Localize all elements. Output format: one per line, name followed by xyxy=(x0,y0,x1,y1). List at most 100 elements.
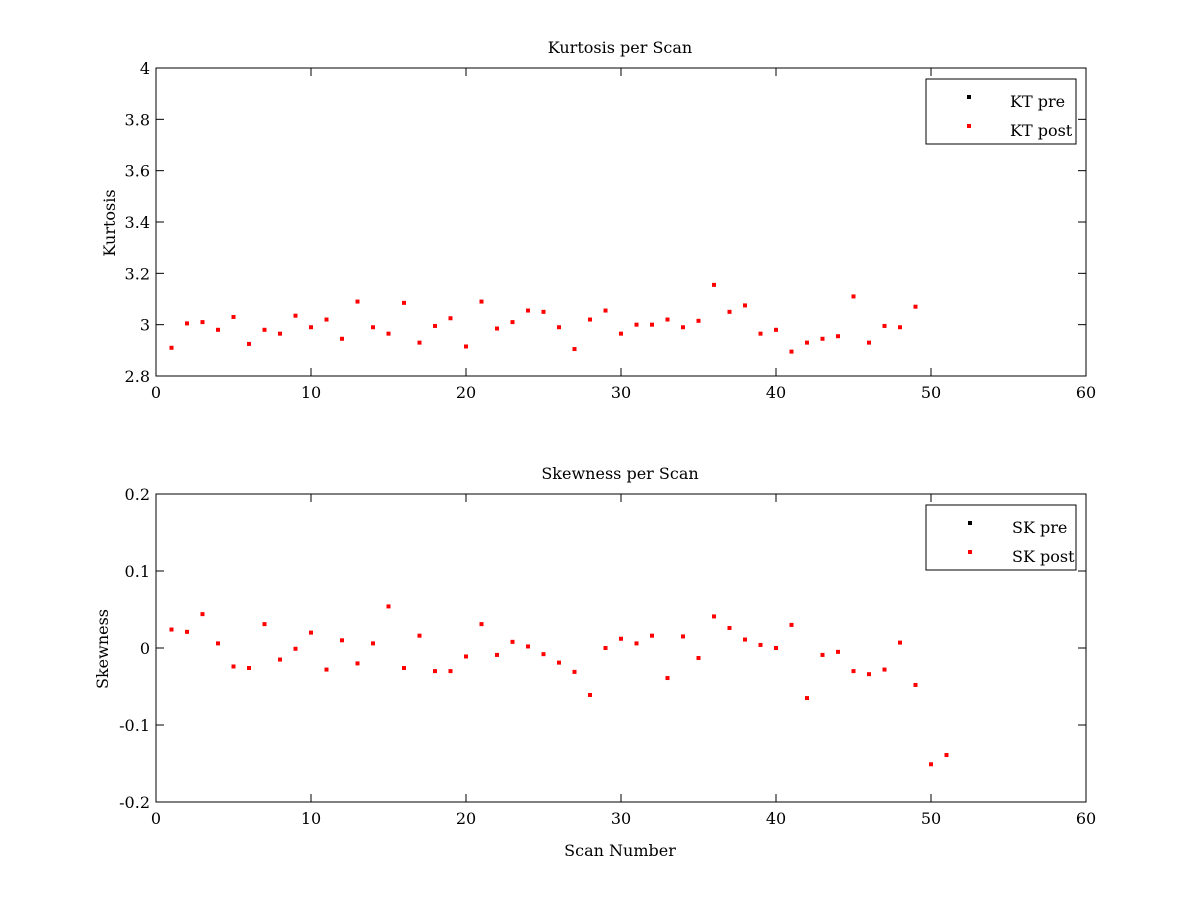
data-point xyxy=(774,646,778,650)
data-point xyxy=(510,320,515,325)
skewness-legend-box xyxy=(925,504,1077,571)
data-point xyxy=(355,661,360,666)
data-point xyxy=(526,644,530,649)
y-tick-label: -0.1 xyxy=(119,716,150,735)
x-tick-label: 20 xyxy=(456,383,476,402)
y-tick-label: 0.2 xyxy=(125,485,150,504)
data-point xyxy=(882,323,887,328)
x-tick-label: 30 xyxy=(611,809,631,828)
data-point xyxy=(293,313,298,318)
data-point xyxy=(479,622,484,627)
data-point xyxy=(557,325,561,330)
data-point xyxy=(727,625,732,630)
data-point xyxy=(371,325,375,330)
data-point xyxy=(820,652,825,657)
x-tick-label: 60 xyxy=(1076,809,1096,828)
data-point xyxy=(712,282,716,287)
skewness-axes-box xyxy=(155,493,1087,803)
kurtosis-legend-box xyxy=(925,78,1077,145)
y-tick-label: 3 xyxy=(140,316,150,335)
kurtosis-axes-box xyxy=(155,67,1087,377)
data-point xyxy=(681,325,685,330)
x-tick-label: 40 xyxy=(766,383,786,402)
data-point xyxy=(262,327,267,332)
data-point xyxy=(712,614,716,619)
data-point xyxy=(433,323,437,328)
x-tick-label: 50 xyxy=(921,809,941,828)
legend-marker-sk-pre xyxy=(968,521,972,525)
data-point xyxy=(231,314,236,319)
data-point xyxy=(851,294,856,299)
data-point xyxy=(247,341,251,346)
x-tick-label: 30 xyxy=(611,383,631,402)
data-point xyxy=(805,696,809,701)
y-tick-label: 2.8 xyxy=(125,367,150,386)
kurtosis-marks xyxy=(169,282,918,354)
data-point xyxy=(185,321,189,326)
legend-marker-kt-post xyxy=(967,124,971,128)
y-tick-label: 3.6 xyxy=(125,162,150,181)
data-point xyxy=(743,637,747,642)
x-tick-label: 10 xyxy=(301,809,321,828)
kurtosis-ticks: 0 10 20 30 40 50 60 2.8 3 3.2 3.4 3.6 3.8 4 xyxy=(125,59,1097,402)
data-point xyxy=(913,304,918,309)
x-tick-label: 40 xyxy=(766,809,786,828)
skewness-ylabel: Skewness xyxy=(93,609,112,689)
x-tick-label: 50 xyxy=(921,383,941,402)
data-point xyxy=(200,612,205,617)
data-point xyxy=(231,664,236,669)
data-point xyxy=(200,320,205,325)
data-point xyxy=(696,656,701,661)
data-point xyxy=(293,646,298,651)
data-point xyxy=(650,322,654,327)
data-point xyxy=(479,299,484,304)
data-point xyxy=(836,334,840,339)
y-tick-label: -0.2 xyxy=(119,793,150,812)
data-point xyxy=(758,331,763,336)
data-point xyxy=(433,669,437,674)
data-point xyxy=(557,660,561,665)
data-point xyxy=(169,345,174,350)
data-point xyxy=(572,669,577,674)
data-point xyxy=(309,325,313,330)
data-point xyxy=(619,636,623,641)
data-point xyxy=(727,309,732,314)
data-point xyxy=(882,667,887,672)
data-point xyxy=(340,638,344,643)
legend-label-sk-post: SK post xyxy=(1012,547,1075,566)
x-tick-label: 20 xyxy=(456,809,476,828)
data-point xyxy=(247,666,251,671)
data-point xyxy=(371,641,375,646)
data-point xyxy=(603,646,608,650)
data-point xyxy=(603,308,608,313)
data-point xyxy=(789,349,794,354)
y-tick-label: 3.4 xyxy=(125,213,150,232)
data-point xyxy=(340,336,344,341)
data-point xyxy=(541,309,546,314)
x-tick-label: 10 xyxy=(301,383,321,402)
data-point xyxy=(758,642,763,647)
data-point xyxy=(448,669,453,674)
data-point xyxy=(216,327,220,332)
data-point xyxy=(541,652,546,657)
skewness-marks xyxy=(169,604,949,767)
kurtosis-legend: KT pre KT post xyxy=(925,78,1077,145)
data-point xyxy=(774,327,778,332)
data-point xyxy=(262,622,267,627)
y-tick-label: 3.8 xyxy=(125,110,150,129)
data-point xyxy=(386,604,391,609)
data-point xyxy=(278,331,282,336)
skewness-xlabel: Scan Number xyxy=(564,841,676,860)
data-point xyxy=(464,654,468,659)
kurtosis-ylabel: Kurtosis xyxy=(100,189,119,256)
legend-label-kt-post: KT post xyxy=(1010,121,1073,140)
data-point xyxy=(572,347,577,352)
data-point xyxy=(867,672,871,677)
data-point xyxy=(696,318,701,323)
legend-marker-kt-pre xyxy=(967,95,971,99)
y-tick-label: 0.1 xyxy=(125,562,150,581)
data-point xyxy=(789,622,794,627)
data-point xyxy=(510,639,515,644)
